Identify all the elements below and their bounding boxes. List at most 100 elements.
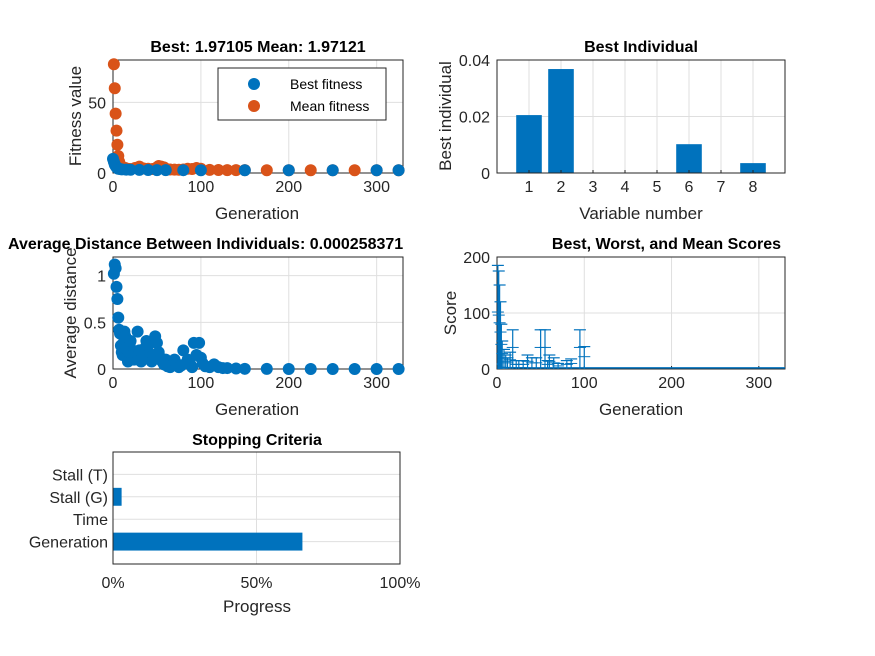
stopping-tick-label-x: 50% [240,575,272,592]
scores-title: Best, Worst, and Mean Scores [552,236,781,253]
scores-line [496,362,785,369]
best-fitness-point [392,164,405,177]
mean-fitness-point [109,107,122,120]
bestind-title: Best Individual [584,39,698,56]
mean-fitness-point [260,164,273,177]
distance-tick-label-y: 1 [97,269,106,286]
scores-tick-label-y: 100 [463,306,490,323]
stopping-tick-label-x: 0% [101,575,124,592]
distance-point [370,362,383,375]
distance-point [193,336,206,349]
scores-tick-label-x: 300 [745,375,772,392]
distance-point [326,362,339,375]
mean-fitness-point [107,58,120,71]
distance-point [124,335,137,347]
bestind-tick-label-x: 8 [749,179,758,196]
mean-fitness-point [111,138,124,151]
bestind-bar [676,144,702,173]
stopping-tick-label-y: Time [73,512,108,529]
fitness-tick-label-x: 300 [363,179,390,196]
distance-tick-label-x: 100 [188,375,215,392]
distance-point [112,311,125,324]
stopping-tick-label-y: Stall (G) [49,490,108,507]
fitness-ylabel: Fitness value [66,66,85,166]
mean-fitness-point [221,164,234,177]
stopping-tick-label-y: Stall (T) [52,467,108,484]
legend-best-label: Best fitness [290,76,362,92]
distance-point [150,336,163,349]
stopping-bar [113,487,122,506]
mean-fitness-point [212,164,225,177]
mean-fitness-point [348,164,361,177]
best-fitness-point [124,163,137,176]
bestind-tick-label-y: 0.04 [459,53,490,70]
legend-best-marker [248,78,260,90]
legend-mean-label: Mean fitness [290,98,369,114]
distance-point [230,362,243,375]
distance-tick-label-y: 0 [97,362,106,379]
distance-point [131,325,144,338]
best-fitness-point [159,164,172,177]
bestind-bar [516,115,542,173]
distance-xlabel: Generation [215,400,299,419]
bestind-tick-label-x: 3 [589,179,598,196]
distance-point [238,362,251,375]
distance-tick-label-x: 200 [275,375,302,392]
bestind-bar [740,163,766,173]
distance-tick-label-y: 0.5 [84,315,106,332]
stopping-title: Stopping Criteria [192,432,322,449]
bestind-xlabel: Variable number [579,204,703,223]
fitness-title: Best: 1.97105 Mean: 1.97121 [150,39,365,56]
distance-point [392,362,405,375]
distance-point [260,362,273,375]
best-fitness-point [142,164,155,177]
scores-tick-label-y: 0 [481,362,490,379]
distance-ylabel: Average distance [61,247,80,378]
bestind-tick-label-x: 6 [685,179,694,196]
bestind-tick-label-x: 7 [717,179,726,196]
distance-point [177,344,190,357]
fitness-tick-label-y: 50 [88,95,106,112]
bestind-bar [548,69,574,173]
bestind-tick-label-x: 5 [653,179,662,196]
stopping-xlabel: Progress [223,597,291,616]
best-fitness-point [326,164,339,177]
scores-tick-label-x: 100 [571,375,598,392]
bestind-tick-label-x: 4 [621,179,630,196]
best-fitness-point [133,163,146,176]
best-fitness-point [370,164,383,177]
mean-fitness-point [230,164,243,177]
distance-point [348,362,361,375]
fitness-tick-label-y: 0 [97,166,106,183]
fitness-legend [217,67,387,121]
fitness-tick-label-x: 100 [188,179,215,196]
distance-point [110,280,123,293]
bestind-axes [496,59,786,174]
bestind-tick-label-x: 1 [525,179,534,196]
best-fitness-point [282,164,295,177]
mean-fitness-point [304,164,317,177]
best-fitness-point [194,164,207,177]
stopping-bar [113,532,303,551]
stopping-axes [112,451,401,565]
bestind-tick-label-y: 0.02 [459,110,490,127]
distance-title: Average Distance Between Individuals: 0.… [8,236,403,253]
distance-point [282,362,295,375]
fitness-xlabel: Generation [215,204,299,223]
scores-tick-label-x: 200 [658,375,685,392]
fitness-tick-label-x: 200 [275,179,302,196]
bestind-tick-label-y: 0 [481,166,490,183]
best-fitness-point [238,164,251,177]
best-fitness-point [150,164,163,177]
scores-ylabel: Score [441,291,460,335]
scores-tick-label-x: 0 [493,375,502,392]
legend-mean-marker [248,100,260,112]
stopping-tick-label-y: Generation [29,535,108,552]
best-fitness-point [177,164,190,177]
bestind-tick-label-x: 2 [557,179,566,196]
distance-point [111,293,124,305]
scores-xlabel: Generation [599,400,683,419]
distance-axes [112,256,404,370]
distance-point [186,361,199,374]
